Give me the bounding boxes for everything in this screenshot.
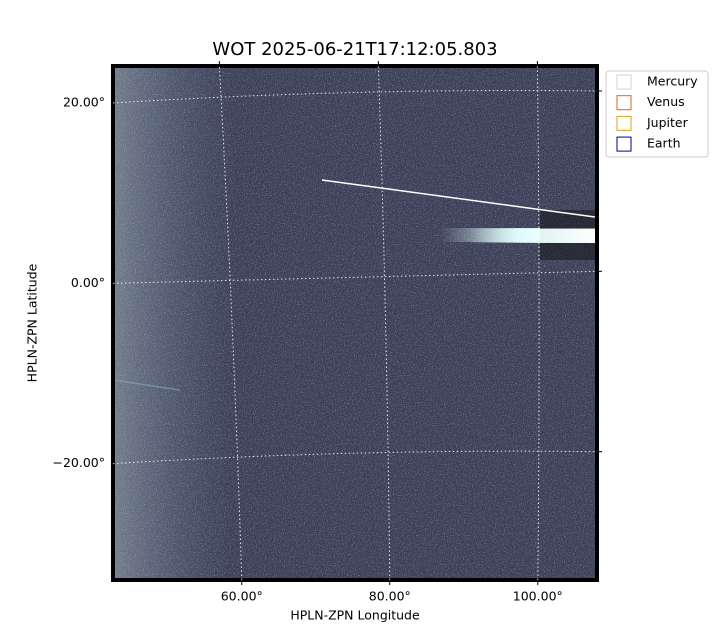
y-axis-label: HPLN-ZPN Latitude [25,263,40,382]
image [111,64,599,582]
legend-swatch [616,74,632,90]
grid-line [218,65,243,581]
y-tick-label: 20.00° [63,94,105,109]
legend-swatch [616,136,632,152]
legend-swatch [616,95,632,111]
grid-line [377,65,391,581]
x-tick-label: 80.00° [369,589,411,604]
grid-line [112,270,598,284]
grid-line [536,65,540,581]
legend: Mercury Venus Jupiter Earth [605,70,709,158]
x-tick-label: 100.00° [513,589,563,604]
legend-label: Venus [647,94,685,109]
x-tick-label: 60.00° [221,589,263,604]
chart-title: WOT 2025-06-21T17:12:05.803 [212,39,497,60]
legend-swatch [616,115,632,131]
legend-label: Earth [647,136,681,151]
y-tick-label: 0.00° [71,275,105,290]
y-tick-label: −20.00° [52,455,105,470]
x-axis-label: HPLN-ZPN Longitude [290,608,420,623]
legend-label: Mercury [647,74,698,89]
legend-label: Jupiter [646,115,689,130]
